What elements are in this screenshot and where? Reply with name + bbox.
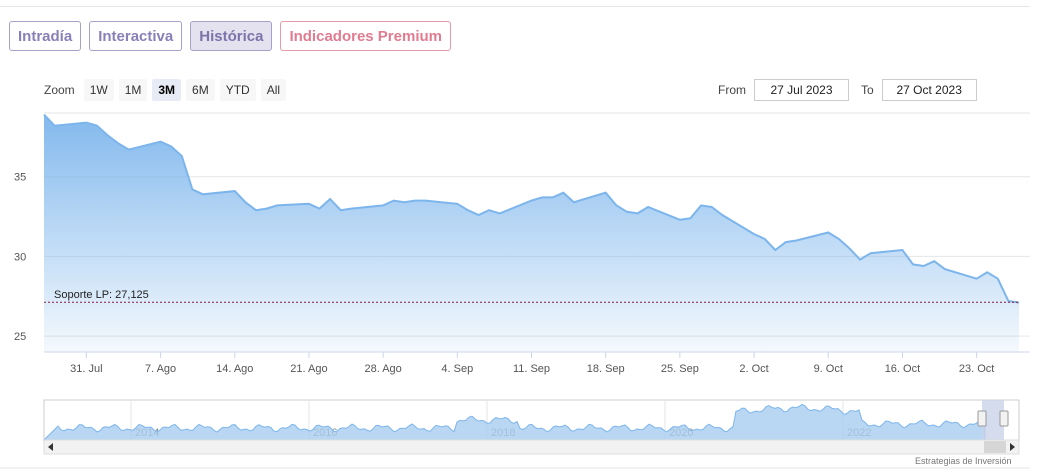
navigator-right-handle[interactable] — [999, 410, 1009, 427]
to-label: To — [861, 83, 874, 97]
x-tick-label: 16. Oct — [885, 363, 920, 375]
scrollbar-track[interactable] — [43, 439, 1020, 455]
from-label: From — [718, 83, 746, 97]
zoom-6m-button[interactable]: 6M — [186, 79, 215, 101]
price-area — [44, 114, 1019, 352]
from-date-input[interactable]: 27 Jul 2023 — [754, 79, 849, 101]
x-tick-label: 4. Sep — [441, 363, 473, 375]
y-tick-label: 25 — [14, 331, 26, 343]
range-from: From 27 Jul 2023 — [718, 79, 849, 101]
x-tick-label: 14. Ago — [216, 363, 253, 375]
x-tick-label: 18. Sep — [587, 363, 625, 375]
x-tick-label: 9. Oct — [814, 363, 843, 375]
y-tick-label: 35 — [14, 172, 26, 184]
navigator-selection[interactable] — [982, 400, 1004, 440]
view-tabs: Intradía Interactiva Histórica Indicador… — [9, 21, 451, 51]
x-tick-label: 31. Jul — [70, 363, 102, 375]
navigator-left-handle[interactable] — [977, 410, 987, 427]
scrollbar-thumb[interactable] — [984, 441, 1006, 453]
scroll-left-icon[interactable] — [48, 443, 53, 451]
to-date-input[interactable]: 27 Oct 2023 — [881, 79, 977, 101]
y-tick-label: 30 — [14, 251, 26, 263]
x-tick-label: 11. Sep — [513, 363, 550, 375]
tab-intradia[interactable]: Intradía — [9, 21, 82, 51]
chart-credit: Estrategias de Inversión — [915, 456, 1012, 466]
zoom-label: Zoom — [44, 83, 75, 97]
zoom-1m-button[interactable]: 1M — [118, 79, 148, 101]
zoom-all-button[interactable]: All — [260, 79, 287, 101]
zoom-ytd-button[interactable]: YTD — [219, 79, 256, 101]
price-line — [43, 113, 1020, 304]
x-tick-label: 28. Ago — [364, 363, 401, 375]
zoom-1w-button[interactable]: 1W — [83, 79, 114, 101]
x-tick-label: 2. Oct — [739, 363, 768, 375]
zoom-bar: Zoom 1W 1M 3M 6M YTD All — [44, 79, 287, 101]
scroll-right-icon[interactable] — [1010, 443, 1015, 451]
x-tick-label: 21. Ago — [290, 363, 327, 375]
top-divider — [0, 6, 1030, 7]
tab-historica[interactable]: Histórica — [190, 21, 273, 51]
zoom-3m-button[interactable]: 3M — [152, 79, 182, 101]
tab-interactiva[interactable]: Interactiva — [89, 21, 183, 51]
range-to: To 27 Oct 2023 — [861, 79, 977, 101]
x-tick-label: 23. Oct — [959, 363, 994, 375]
support-label: Soporte LP: 27,125 — [54, 289, 149, 301]
x-tick-label: 25. Sep — [661, 363, 699, 375]
navigator-series — [42, 403, 986, 441]
x-tick-label: 7. Ago — [145, 363, 176, 375]
tab-indicadores-premium[interactable]: Indicadores Premium — [280, 21, 451, 51]
